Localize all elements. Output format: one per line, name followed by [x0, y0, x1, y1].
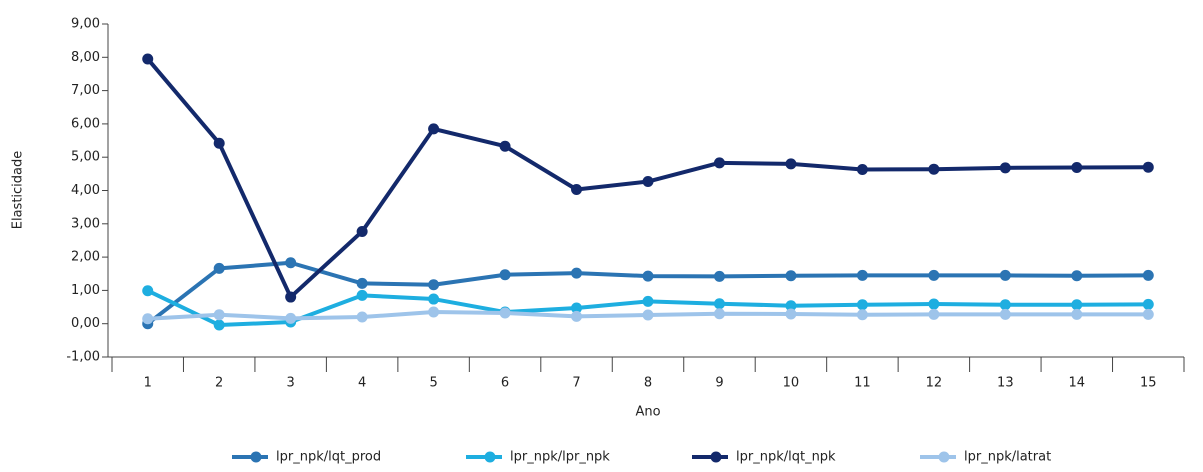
y-tick-label: -1,00 — [66, 350, 100, 365]
x-tick-label: 8 — [644, 376, 652, 391]
point — [856, 164, 868, 176]
point — [999, 299, 1011, 311]
point — [142, 53, 154, 65]
x-tick-label: 7 — [572, 376, 580, 391]
point — [213, 137, 225, 149]
legend-marker — [484, 451, 496, 463]
x-tick-label: 12 — [926, 376, 943, 391]
point — [571, 302, 583, 314]
point — [1071, 270, 1083, 282]
point — [213, 309, 225, 321]
y-tick-label: 8,00 — [71, 50, 100, 65]
point — [713, 308, 725, 320]
point — [428, 123, 440, 135]
point — [642, 270, 654, 282]
legend-label: lpr_npk/lqt_prod — [276, 450, 381, 465]
point — [213, 262, 225, 274]
point — [713, 298, 725, 310]
point — [285, 312, 297, 324]
point — [571, 267, 583, 279]
point — [642, 295, 654, 307]
point — [999, 162, 1011, 174]
point — [428, 293, 440, 305]
point — [785, 308, 797, 320]
point — [785, 158, 797, 170]
y-tick-label: 5,00 — [71, 150, 100, 165]
y-tick-label: 9,00 — [71, 17, 100, 32]
x-tick-label: 10 — [783, 376, 800, 391]
x-tick-label: 1 — [144, 376, 152, 391]
point — [1071, 299, 1083, 311]
point — [428, 306, 440, 318]
x-tick-label: 14 — [1069, 376, 1086, 391]
point — [785, 300, 797, 312]
x-tick-label: 2 — [215, 376, 223, 391]
point — [785, 270, 797, 282]
point — [1071, 308, 1083, 320]
point — [1142, 269, 1154, 281]
point — [571, 184, 583, 196]
point — [356, 225, 368, 237]
point — [356, 311, 368, 323]
x-tick-label: 13 — [997, 376, 1014, 391]
point — [499, 307, 511, 319]
point — [499, 269, 511, 281]
legend-marker — [250, 451, 262, 463]
legend-label: lpr_npk/lqt_npk — [736, 450, 836, 465]
point — [856, 299, 868, 311]
point — [713, 270, 725, 282]
legend-label: lpr_npk/latrat — [964, 450, 1051, 465]
y-tick-label: 1,00 — [71, 283, 100, 298]
y-tick-label: 4,00 — [71, 183, 100, 198]
y-tick-label: 0,00 — [71, 316, 100, 331]
point — [142, 313, 154, 325]
point — [142, 285, 154, 297]
point — [928, 298, 940, 310]
point — [999, 308, 1011, 320]
y-tick-label: 6,00 — [71, 116, 100, 131]
point — [499, 140, 511, 152]
point — [856, 269, 868, 281]
point — [356, 277, 368, 289]
point — [928, 163, 940, 175]
point — [213, 319, 225, 331]
x-tick-label: 3 — [287, 376, 295, 391]
x-tick-label: 4 — [358, 376, 366, 391]
x-tick-label: 6 — [501, 376, 509, 391]
point — [856, 309, 868, 321]
y-tick-label: 3,00 — [71, 216, 100, 231]
x-tick-label: 5 — [429, 376, 437, 391]
point — [356, 289, 368, 301]
x-tick-label: 15 — [1140, 376, 1157, 391]
point — [1142, 161, 1154, 173]
point — [999, 269, 1011, 281]
point — [1142, 298, 1154, 310]
point — [642, 176, 654, 188]
point — [1142, 308, 1154, 320]
point — [285, 291, 297, 303]
y-tick-label: 7,00 — [71, 83, 100, 98]
point — [1071, 162, 1083, 174]
point — [285, 257, 297, 269]
point — [928, 308, 940, 320]
legend-marker — [710, 451, 722, 463]
x-tick-label: 11 — [854, 376, 871, 391]
y-axis-label: Elasticidade — [11, 151, 26, 230]
x-axis-label: Ano — [635, 405, 660, 420]
point — [642, 309, 654, 321]
y-tick-label: 2,00 — [71, 250, 100, 265]
legend-label: lpr_npk/lpr_npk — [510, 450, 610, 465]
point — [428, 279, 440, 291]
legend-marker — [938, 451, 950, 463]
x-tick-label: 9 — [715, 376, 723, 391]
point — [571, 310, 583, 322]
point — [713, 157, 725, 169]
point — [928, 269, 940, 281]
